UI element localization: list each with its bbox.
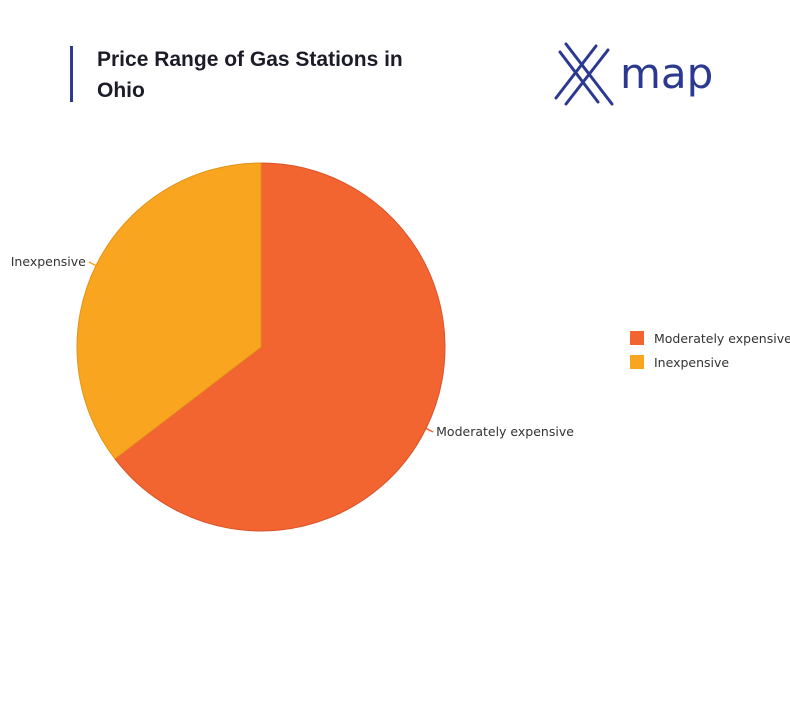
pie-slices <box>76 162 446 532</box>
pie-label-moderately-expensive: Moderately expensive <box>436 424 574 439</box>
chart-title: Price Range of Gas Stations in Ohio <box>97 48 403 102</box>
chart-legend: Moderately expensive Inexpensive <box>630 326 790 374</box>
pie-leader-moderately-expensive <box>425 427 434 433</box>
x-map-logo-icon: map <box>554 42 713 106</box>
legend-label-inexpensive: Inexpensive <box>654 354 730 370</box>
pie-slice-moderately-expensive[interactable] <box>114 162 446 532</box>
pie-slice-inexpensive[interactable] <box>76 162 262 460</box>
legend-item-inexpensive[interactable]: Inexpensive <box>630 350 790 374</box>
pie-leader-inexpensive <box>88 261 97 267</box>
legend-label-moderately-expensive: Moderately expensive <box>654 330 790 346</box>
title-accent-bar <box>70 46 73 102</box>
xmap-logo: map <box>552 40 732 112</box>
pie-labels: Moderately expensive Inexpensive <box>11 254 575 439</box>
legend-swatch-inexpensive <box>630 355 644 369</box>
logo-text: map <box>620 49 713 98</box>
legend-swatch-moderately-expensive <box>630 331 644 345</box>
pie-label-inexpensive: Inexpensive <box>11 254 86 269</box>
legend-item-moderately-expensive[interactable]: Moderately expensive <box>630 326 790 350</box>
